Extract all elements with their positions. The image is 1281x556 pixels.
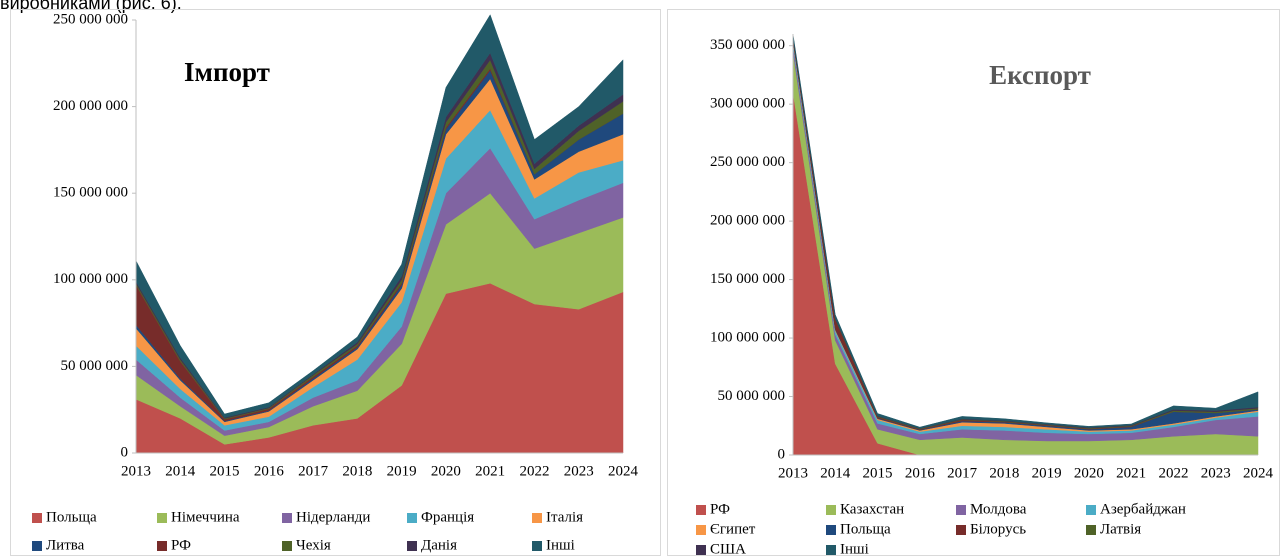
legend-label: Інші — [840, 541, 869, 556]
x-tick-label: 2018 — [342, 463, 372, 479]
area-series — [792, 36, 1259, 430]
legend-label: Польща — [840, 521, 891, 537]
x-tick-label: 2014 — [165, 463, 196, 479]
legend-label: Німеччина — [171, 509, 240, 525]
legend-label: Білорусь — [970, 521, 1026, 537]
x-tick-label: 2019 — [1032, 465, 1062, 481]
x-tick-label: 2020 — [431, 463, 461, 479]
legend-label: Молдова — [970, 501, 1027, 517]
area-series — [792, 40, 1259, 432]
area-series — [792, 36, 1259, 429]
legend-label: Казахстан — [840, 501, 904, 517]
y-tick-label: 0 — [778, 446, 786, 462]
x-tick-label: 2018 — [989, 465, 1019, 481]
legend-label: Єгипет — [710, 521, 756, 537]
legend-swatch — [1086, 505, 1096, 515]
x-tick-label: 2015 — [210, 463, 240, 479]
y-tick-label: 50 000 000 — [718, 388, 786, 404]
x-tick-label: 2017 — [298, 463, 329, 479]
x-tick-label: 2017 — [947, 465, 978, 481]
legend-label: Франція — [421, 509, 474, 525]
x-tick-label: 2022 — [1158, 465, 1188, 481]
legend-label: Польща — [46, 509, 97, 525]
legend-swatch — [407, 541, 417, 551]
legend-swatch — [696, 545, 706, 555]
legend-label: Інші — [546, 537, 575, 553]
x-tick-label: 2016 — [905, 465, 936, 481]
legend-swatch — [32, 513, 42, 523]
legend-label: РФ — [171, 537, 191, 553]
area-series — [792, 42, 1259, 435]
x-tick-label: 2024 — [1243, 465, 1274, 481]
legend-swatch — [407, 513, 417, 523]
legend-swatch — [956, 525, 966, 535]
legend-swatch — [826, 525, 836, 535]
legend-label: Азербайджан — [1100, 501, 1186, 517]
legend-label: Литва — [46, 537, 85, 553]
y-tick-label: 100 000 000 — [53, 271, 128, 287]
y-tick-label: 0 — [121, 444, 129, 460]
legend-swatch — [157, 541, 167, 551]
area-series — [792, 33, 1259, 429]
y-tick-label: 350 000 000 — [710, 37, 785, 53]
legend-label: РФ — [710, 501, 730, 517]
x-tick-label: 2021 — [475, 463, 505, 479]
chart-title: Імпорт — [184, 57, 270, 87]
y-tick-label: 250 000 000 — [710, 154, 785, 170]
chart-title: Експорт — [989, 60, 1091, 90]
area-series — [135, 14, 624, 418]
legend-swatch — [1086, 525, 1096, 535]
y-tick-label: 200 000 000 — [710, 213, 785, 229]
x-tick-label: 2013 — [778, 465, 808, 481]
legend-label: США — [710, 541, 746, 556]
x-tick-label: 2016 — [254, 463, 285, 479]
legend-label: Чехія — [296, 537, 331, 553]
legend-swatch — [696, 505, 706, 515]
legend-swatch — [157, 513, 167, 523]
legend-label: Італія — [546, 509, 583, 525]
y-tick-label: 250 000 000 — [53, 11, 128, 27]
legend-swatch — [956, 505, 966, 515]
x-tick-label: 2024 — [608, 463, 639, 479]
legend-label: Нідерланди — [296, 509, 370, 525]
x-tick-label: 2022 — [519, 463, 549, 479]
x-tick-label: 2015 — [863, 465, 893, 481]
legend-label: Латвія — [1100, 521, 1141, 537]
y-tick-label: 50 000 000 — [61, 358, 129, 374]
legend-swatch — [32, 541, 42, 551]
legend-swatch — [282, 541, 292, 551]
y-tick-label: 150 000 000 — [53, 185, 128, 201]
legend-swatch — [826, 545, 836, 555]
y-tick-label: 200 000 000 — [53, 98, 128, 114]
x-tick-label: 2023 — [564, 463, 594, 479]
x-tick-label: 2020 — [1074, 465, 1104, 481]
y-tick-label: 300 000 000 — [710, 96, 785, 112]
x-tick-label: 2014 — [820, 465, 851, 481]
x-tick-label: 2013 — [121, 463, 151, 479]
y-tick-label: 150 000 000 — [710, 271, 785, 287]
y-tick-label: 100 000 000 — [710, 329, 785, 345]
area-series — [792, 37, 1259, 431]
legend-swatch — [532, 541, 542, 551]
legend-swatch — [532, 513, 542, 523]
x-tick-label: 2023 — [1201, 465, 1231, 481]
x-tick-label: 2019 — [387, 463, 417, 479]
area-series — [792, 39, 1259, 431]
legend-swatch — [826, 505, 836, 515]
legend-swatch — [282, 513, 292, 523]
legend-swatch — [696, 525, 706, 535]
x-tick-label: 2021 — [1116, 465, 1146, 481]
legend-label: Данія — [421, 537, 457, 553]
